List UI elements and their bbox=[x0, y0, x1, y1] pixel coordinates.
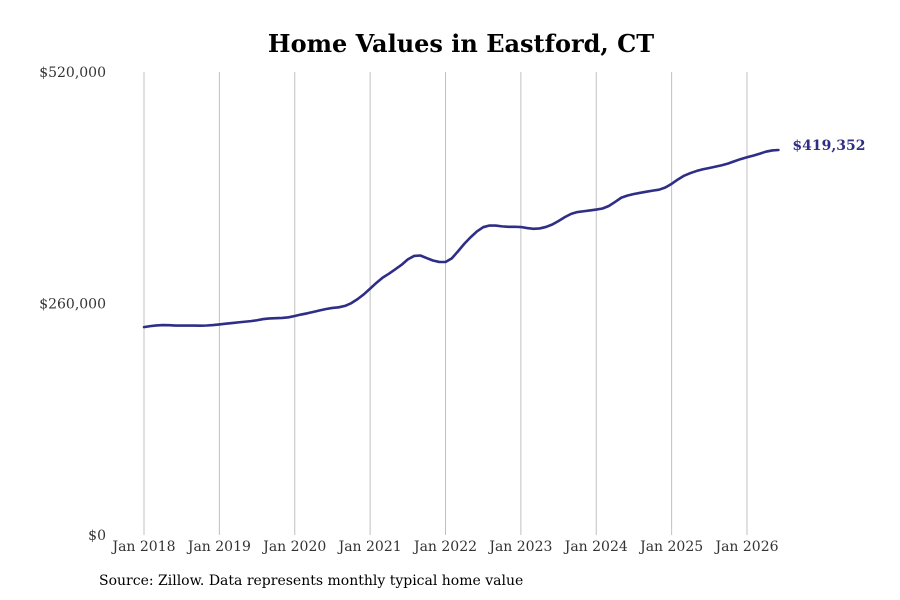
x-tick-label: Jan 2022 bbox=[412, 539, 477, 555]
source-note: Source: Zillow. Data represents monthly … bbox=[99, 573, 524, 589]
chart-title: Home Values in Eastford, CT bbox=[268, 29, 654, 58]
x-tick-label: Jan 2020 bbox=[261, 539, 326, 555]
y-tick-label: $520,000 bbox=[39, 65, 106, 81]
x-tick-label: Jan 2024 bbox=[563, 539, 628, 555]
y-axis-tick-labels: $0 $260,000 $520,000 bbox=[39, 65, 106, 544]
x-tick-label: Jan 2018 bbox=[110, 539, 175, 555]
x-axis-tick-labels: Jan 2018 Jan 2019 Jan 2020 Jan 2021 Jan 2022… bbox=[110, 539, 778, 555]
x-tick-label: Jan 2021 bbox=[337, 539, 402, 555]
y-tick-label: $260,000 bbox=[39, 297, 106, 313]
grid-lines bbox=[143, 72, 748, 535]
x-tick-label: Jan 2023 bbox=[487, 539, 552, 555]
x-tick-label: Jan 2019 bbox=[186, 539, 251, 555]
series-line bbox=[142, 148, 780, 329]
y-tick-label: $0 bbox=[88, 528, 106, 544]
x-tick-label: Jan 2026 bbox=[713, 539, 778, 555]
last-value-label: $419,352 bbox=[792, 138, 865, 154]
x-tick-label: Jan 2025 bbox=[638, 539, 703, 555]
series-layer bbox=[142, 148, 780, 329]
